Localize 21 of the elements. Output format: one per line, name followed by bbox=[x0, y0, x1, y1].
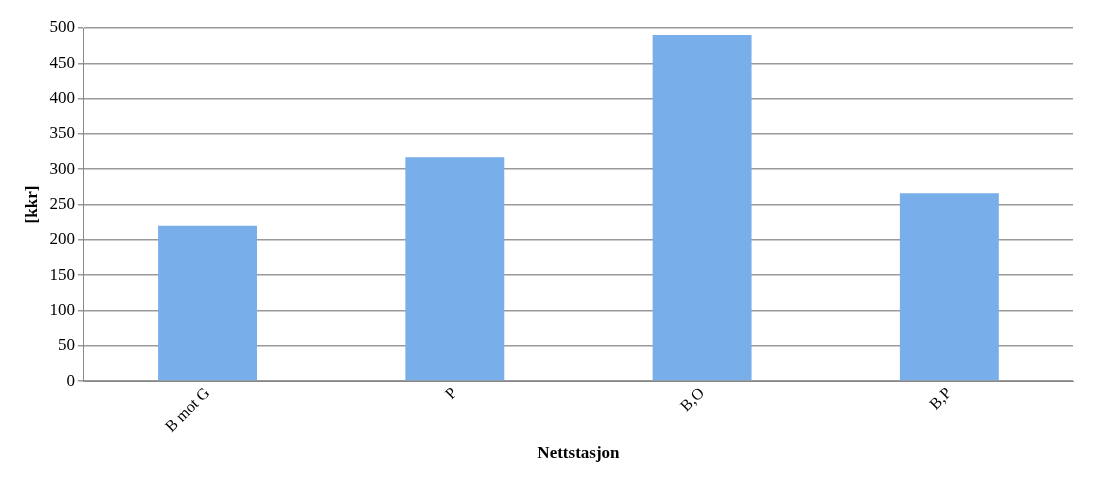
y-tick-label: 0 bbox=[66, 370, 75, 390]
x-axis-title: Nettstasjon bbox=[537, 443, 621, 463]
x-tick-label: B,P bbox=[925, 383, 955, 413]
x-tick-label: B mot G bbox=[161, 383, 213, 435]
x-tick-label: P bbox=[441, 383, 460, 403]
y-tick-label: 50 bbox=[57, 335, 75, 355]
bar bbox=[652, 35, 752, 381]
y-tick-label: 450 bbox=[49, 52, 75, 72]
y-tick-label: 150 bbox=[49, 264, 75, 284]
y-tick-label: 500 bbox=[49, 17, 75, 37]
bar bbox=[158, 225, 257, 381]
y-tick-label: 200 bbox=[49, 229, 75, 249]
y-tick-label: 350 bbox=[49, 123, 75, 143]
y-tick-label: 100 bbox=[49, 299, 75, 319]
x-tick-label: B,O bbox=[676, 383, 708, 415]
y-tick-label: 250 bbox=[49, 193, 75, 213]
y-tick-label: 400 bbox=[49, 88, 75, 108]
y-axis-title: [kkr] bbox=[21, 185, 41, 224]
y-tick-label: 300 bbox=[49, 158, 75, 178]
bar bbox=[405, 157, 505, 381]
bar bbox=[899, 193, 999, 381]
